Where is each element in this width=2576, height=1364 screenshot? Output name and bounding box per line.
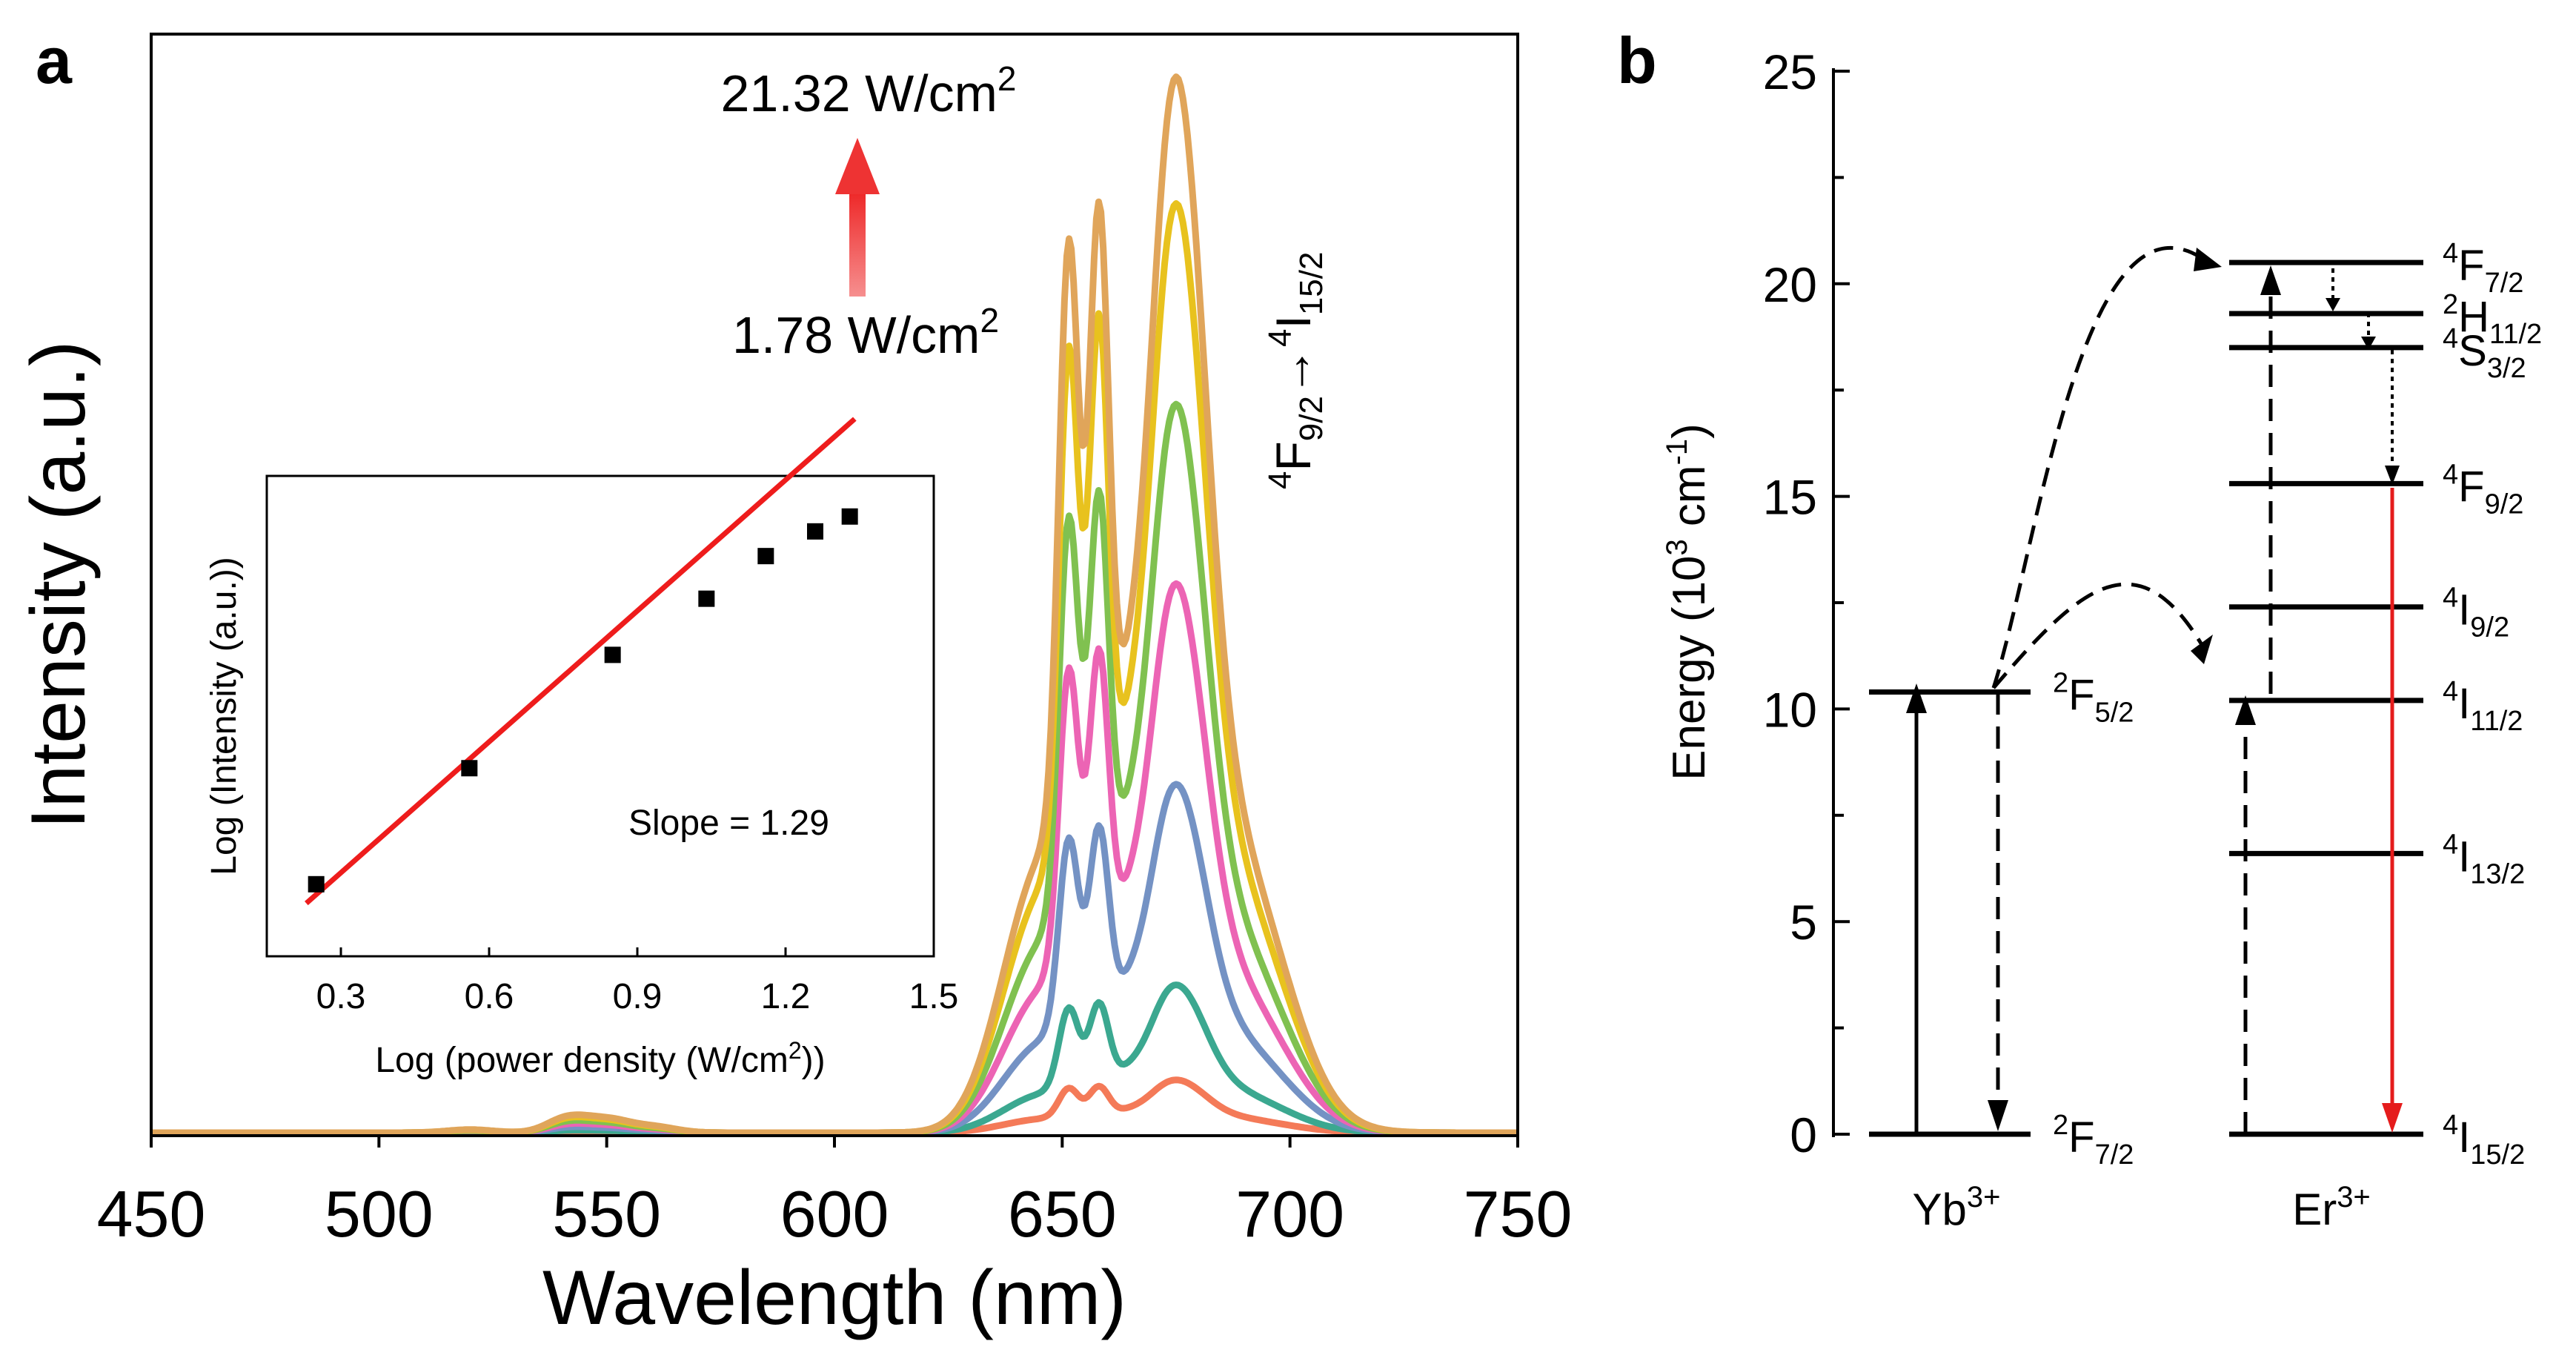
inset-x-axis: 0.3 0.6 0.9 1.2 1.5 — [316, 947, 959, 1016]
spectrum-y-axis-label: Intensity (a.u.) — [16, 341, 102, 830]
energy-level-label: 4I9/2 — [2443, 583, 2509, 643]
inset-x-axis-label: Log (power density (W/cm2)) — [375, 1037, 825, 1080]
panel-a-letter: a — [36, 24, 73, 97]
inset-fit-line — [305, 417, 857, 906]
energy-level-label: 4I15/2 — [2443, 1110, 2525, 1171]
inset-data-point — [698, 590, 715, 607]
energy-tick-label: 10 — [1763, 682, 1817, 737]
spectrum-x-tick-label: 700 — [1235, 1177, 1344, 1251]
energy-levels: 2F7/2 2F5/2 4I15/2 4I13/2 4I11/2 4I9/2 4F9/2 4S… — [1869, 238, 2542, 1171]
inset-data — [305, 417, 858, 906]
inset-plot-frame — [265, 474, 935, 958]
inset-x-tick-label: 0.3 — [316, 977, 366, 1016]
er-excitation-arrowhead — [2260, 265, 2281, 295]
transition-label: 4F9/2→4I15/2 — [1262, 252, 1330, 489]
inset-x-tick-label: 1.5 — [909, 977, 959, 1016]
energy-level-label: 2F7/2 — [2053, 1110, 2134, 1171]
yb-relaxation-arrowhead — [1988, 1100, 2008, 1131]
er-nonradiative-2-head — [2361, 337, 2376, 350]
arrow-top-power-label: 21.32 W/cm2 — [720, 59, 1016, 122]
energy-level-label: 4F7/2 — [2443, 238, 2523, 299]
energy-level-label: 4F9/2 — [2443, 459, 2523, 520]
power-arrow-shaft — [849, 194, 866, 297]
energy-transfer-curve-1 — [1992, 582, 2203, 689]
energy-tick-label: 25 — [1763, 44, 1817, 99]
energy-axis-label: Energy (103 cm-1) — [1661, 423, 1715, 781]
energy-transfer-arrowhead-1 — [2191, 635, 2213, 664]
spectrum-x-tick-label: 750 — [1464, 1177, 1573, 1251]
red-emission-arrow — [2382, 488, 2403, 1133]
inset-data-point — [757, 548, 774, 565]
energy-axis-ticks: 0 5 10 15 20 25 — [1763, 44, 1850, 1162]
red-emission-arrowhead — [2382, 1103, 2403, 1133]
energy-transfer-curve-2 — [1991, 245, 2205, 689]
inset-slope-annotation: Slope = 1.29 — [628, 804, 829, 843]
spectrum-x-tick-label: 600 — [780, 1177, 889, 1251]
energy-tick-label: 15 — [1763, 470, 1817, 525]
energy-tick-label: 5 — [1790, 895, 1817, 950]
ion-label-yb: Yb3+ — [1913, 1181, 2001, 1234]
energy-level-label: 2H11/2 — [2443, 289, 2542, 350]
spectrum-x-tick-label: 550 — [552, 1177, 661, 1251]
inset-x-tick-label: 0.6 — [465, 977, 514, 1016]
spectrum-x-axis: 450 500 550 600 650 700 750 — [97, 1136, 1573, 1251]
inset-data-point — [604, 646, 621, 663]
yb-absorption-arrowhead — [1906, 683, 1927, 713]
power-arrow-head — [835, 138, 880, 194]
inset-data-point — [461, 760, 478, 777]
power-increase-arrow — [835, 138, 880, 297]
spectrum-x-tick-label: 450 — [97, 1177, 206, 1251]
spectra-series-group — [150, 73, 1519, 1136]
inset-y-axis-label: Log (Intensity (a.u.)) — [205, 557, 244, 875]
panel-b-letter: b — [1617, 24, 1657, 97]
inset-data-point — [807, 523, 823, 540]
svg-text:4F9/2→4I15/2: 4F9/2→4I15/2 — [1262, 252, 1330, 489]
ion-label-er: Er3+ — [2292, 1181, 2371, 1234]
inset-data-point — [308, 875, 325, 893]
spectrum-x-tick-label: 650 — [1008, 1177, 1117, 1251]
inset-x-tick-label: 0.9 — [613, 977, 663, 1016]
energy-level-label: 4I13/2 — [2443, 829, 2525, 890]
energy-tick-label: 0 — [1790, 1108, 1817, 1162]
spectrum-x-tick-label: 500 — [325, 1177, 434, 1251]
inset-x-tick-label: 1.2 — [761, 977, 811, 1016]
energy-transitions — [1906, 245, 2400, 1134]
inset-data-point — [841, 508, 858, 525]
energy-transfer-arrowhead-2 — [2194, 248, 2222, 271]
energy-level-label: 2F5/2 — [2053, 667, 2134, 728]
er-nonradiative-3-head — [2385, 466, 2400, 485]
arrow-bottom-power-label: 1.78 W/cm2 — [732, 301, 999, 364]
energy-tick-label: 20 — [1763, 257, 1817, 312]
er-nonradiative-1-head — [2326, 298, 2340, 311]
spectrum-line-7 — [150, 73, 1519, 1136]
er-relaxation-arrowhead — [2235, 695, 2256, 725]
energy-level-label: 4S3/2 — [2443, 323, 2526, 384]
spectrum-x-axis-label: Wavelength (nm) — [542, 1255, 1126, 1341]
energy-level-label: 4I11/2 — [2443, 676, 2523, 737]
